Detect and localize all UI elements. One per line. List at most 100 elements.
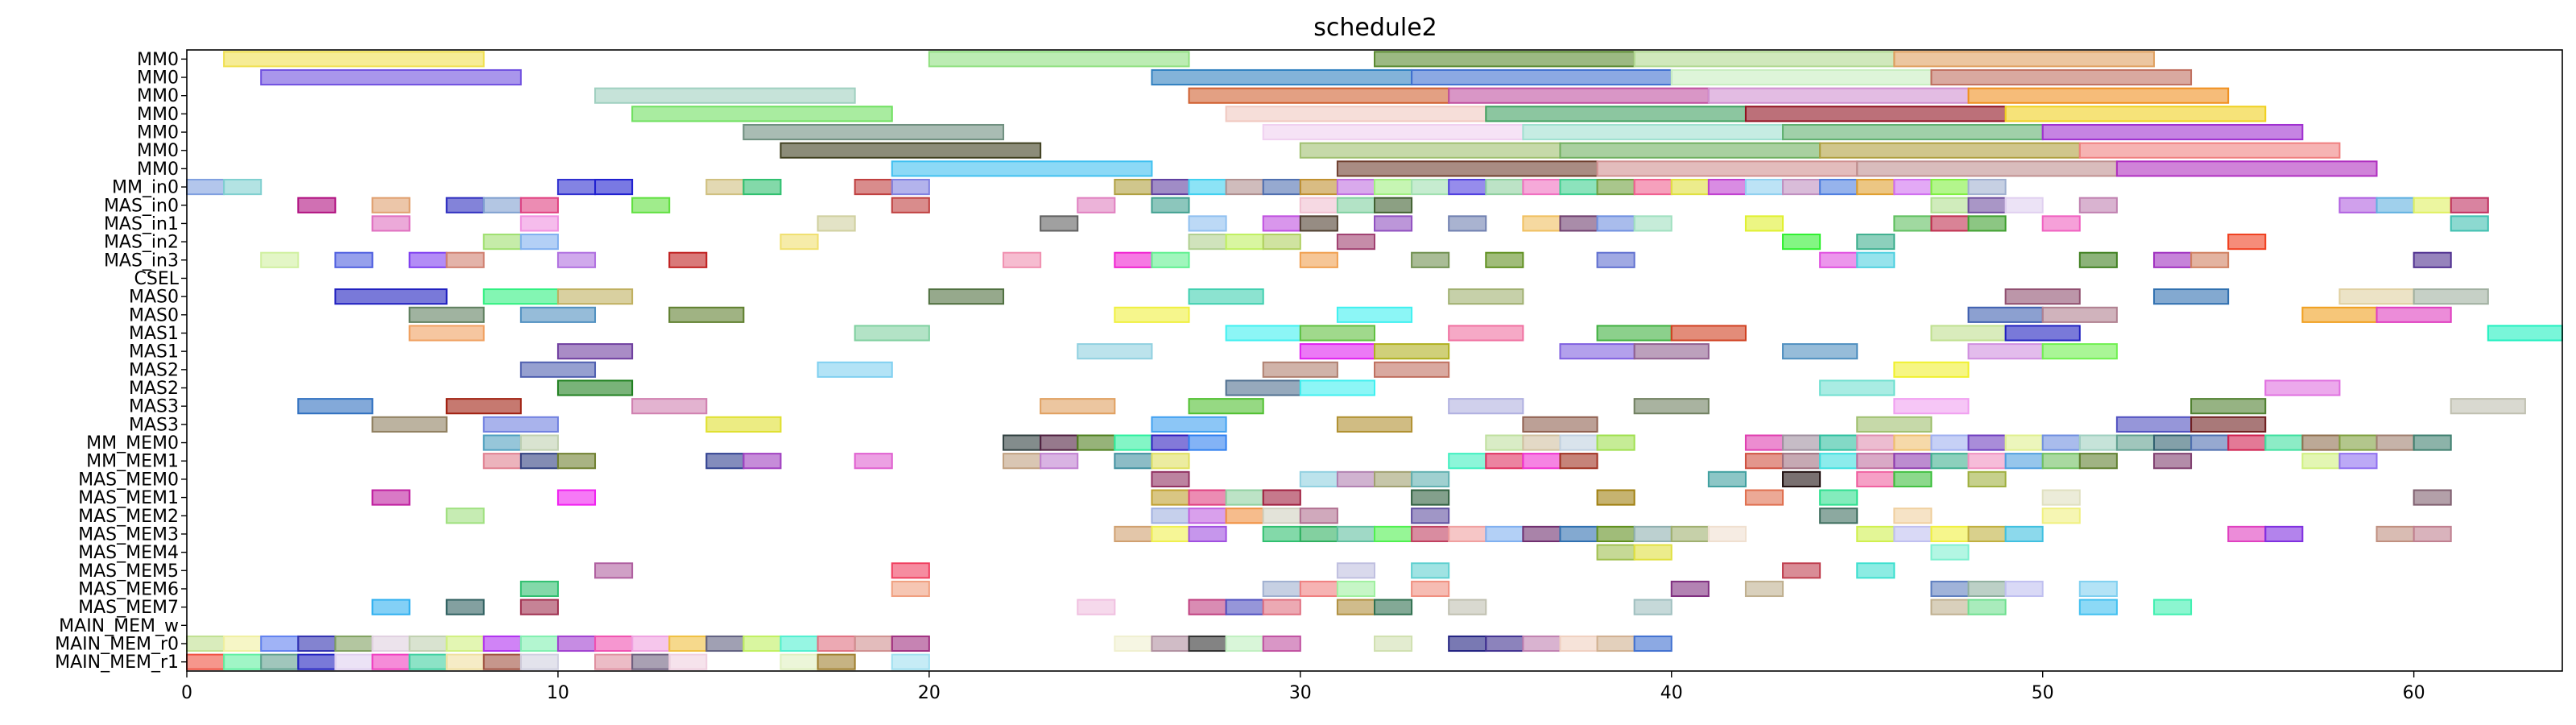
task-bar	[1930, 179, 1970, 196]
task-bar	[2152, 599, 2193, 615]
task-bar	[2375, 197, 2415, 213]
task-bar	[1040, 215, 1079, 232]
task-bar	[1299, 179, 1338, 196]
task-bar	[1596, 489, 1635, 506]
y-tick-label: MAS_in0	[104, 196, 179, 216]
task-bar	[1782, 470, 1821, 487]
task-bar	[1967, 599, 2007, 615]
task-bar	[1596, 635, 1635, 652]
task-bar	[1485, 179, 1524, 196]
y-tick-label: MAS_MEM5	[78, 561, 179, 582]
task-bar	[2338, 197, 2378, 213]
task-bar	[2301, 434, 2341, 451]
task-bar	[445, 251, 485, 268]
y-tick-label: MM0	[137, 123, 179, 143]
y-tick-label: MAS_in1	[104, 214, 179, 234]
task-bar	[1485, 251, 1524, 268]
task-bar	[2190, 398, 2267, 415]
task-bar	[556, 179, 597, 196]
y-tick-label: MAS_MEM7	[78, 598, 179, 618]
task-bar	[1336, 160, 1598, 177]
task-bar	[1596, 544, 1635, 561]
task-bar	[519, 635, 559, 652]
task-bar	[1448, 288, 1524, 305]
task-bar	[2227, 434, 2267, 451]
task-bar	[2115, 160, 2378, 177]
task-bar	[1744, 434, 1784, 451]
task-bar	[1448, 525, 1487, 542]
task-bar	[1930, 197, 1970, 213]
task-bar	[519, 653, 559, 670]
task-bar	[223, 179, 263, 196]
task-bar	[1114, 453, 1153, 470]
task-bar	[817, 653, 856, 670]
task-bar	[1856, 434, 1896, 451]
task-bar	[1967, 87, 2230, 104]
task-bar	[445, 508, 485, 524]
task-bar	[891, 635, 930, 652]
task-bar	[1819, 379, 1896, 396]
task-bar	[1225, 635, 1264, 652]
task-bar	[1374, 599, 1413, 615]
y-tick-label: MAIN_MEM_r1	[55, 652, 179, 673]
task-bar	[1114, 635, 1153, 652]
task-bar	[1930, 599, 1970, 615]
task-bar	[482, 416, 559, 433]
task-bar	[482, 234, 522, 251]
x-tick-label: 30	[1289, 683, 1312, 703]
task-bar	[1819, 489, 1859, 506]
task-bar	[2041, 434, 2081, 451]
task-bar	[1930, 434, 1970, 451]
task-bar	[1336, 197, 1375, 213]
task-bar	[1967, 525, 2007, 542]
task-bar	[1262, 599, 1301, 615]
task-bar	[1633, 51, 1896, 68]
task-bar	[594, 635, 634, 652]
x-tick-label: 20	[918, 683, 941, 703]
task-bar	[2413, 434, 2452, 451]
task-bar	[2227, 525, 2267, 542]
task-bar	[1522, 215, 1561, 232]
task-bar	[1374, 215, 1413, 232]
task-bar	[2041, 343, 2118, 360]
task-bar	[1782, 562, 1821, 579]
task-bar	[1151, 434, 1190, 451]
task-bar	[1151, 635, 1190, 652]
task-bar	[1114, 525, 1153, 542]
task-bar	[705, 453, 745, 470]
task-bar	[1114, 306, 1190, 323]
task-bar	[817, 215, 856, 232]
task-bar	[1448, 87, 1710, 104]
task-bar	[1744, 215, 1784, 232]
task-bar	[1819, 251, 1859, 268]
task-bar	[1522, 453, 1561, 470]
task-bar	[705, 416, 782, 433]
task-bar	[1522, 416, 1598, 433]
task-bar	[1819, 434, 1859, 451]
task-bar	[1967, 453, 2007, 470]
task-bar	[1336, 562, 1375, 579]
task-bar	[1893, 508, 1933, 524]
task-bar	[2338, 453, 2378, 470]
task-bar	[817, 635, 856, 652]
task-bar	[371, 635, 411, 652]
task-bar	[1114, 434, 1153, 451]
task-bar	[1411, 68, 1673, 86]
task-bar	[1448, 179, 1487, 196]
task-bar	[2078, 197, 2118, 213]
task-bar	[1411, 251, 1450, 268]
task-bar	[1188, 599, 1227, 615]
task-bar	[556, 453, 597, 470]
task-bar	[1856, 453, 1896, 470]
task-bar	[223, 635, 263, 652]
task-bar	[334, 653, 374, 670]
task-bar	[2413, 489, 2452, 506]
task-bar	[594, 653, 634, 670]
task-bar	[1003, 434, 1042, 451]
task-bar	[1893, 215, 1933, 232]
task-bar	[1262, 179, 1301, 196]
task-bar	[1633, 179, 1673, 196]
task-bar	[854, 635, 893, 652]
task-bar	[1596, 251, 1635, 268]
task-bar	[408, 653, 448, 670]
